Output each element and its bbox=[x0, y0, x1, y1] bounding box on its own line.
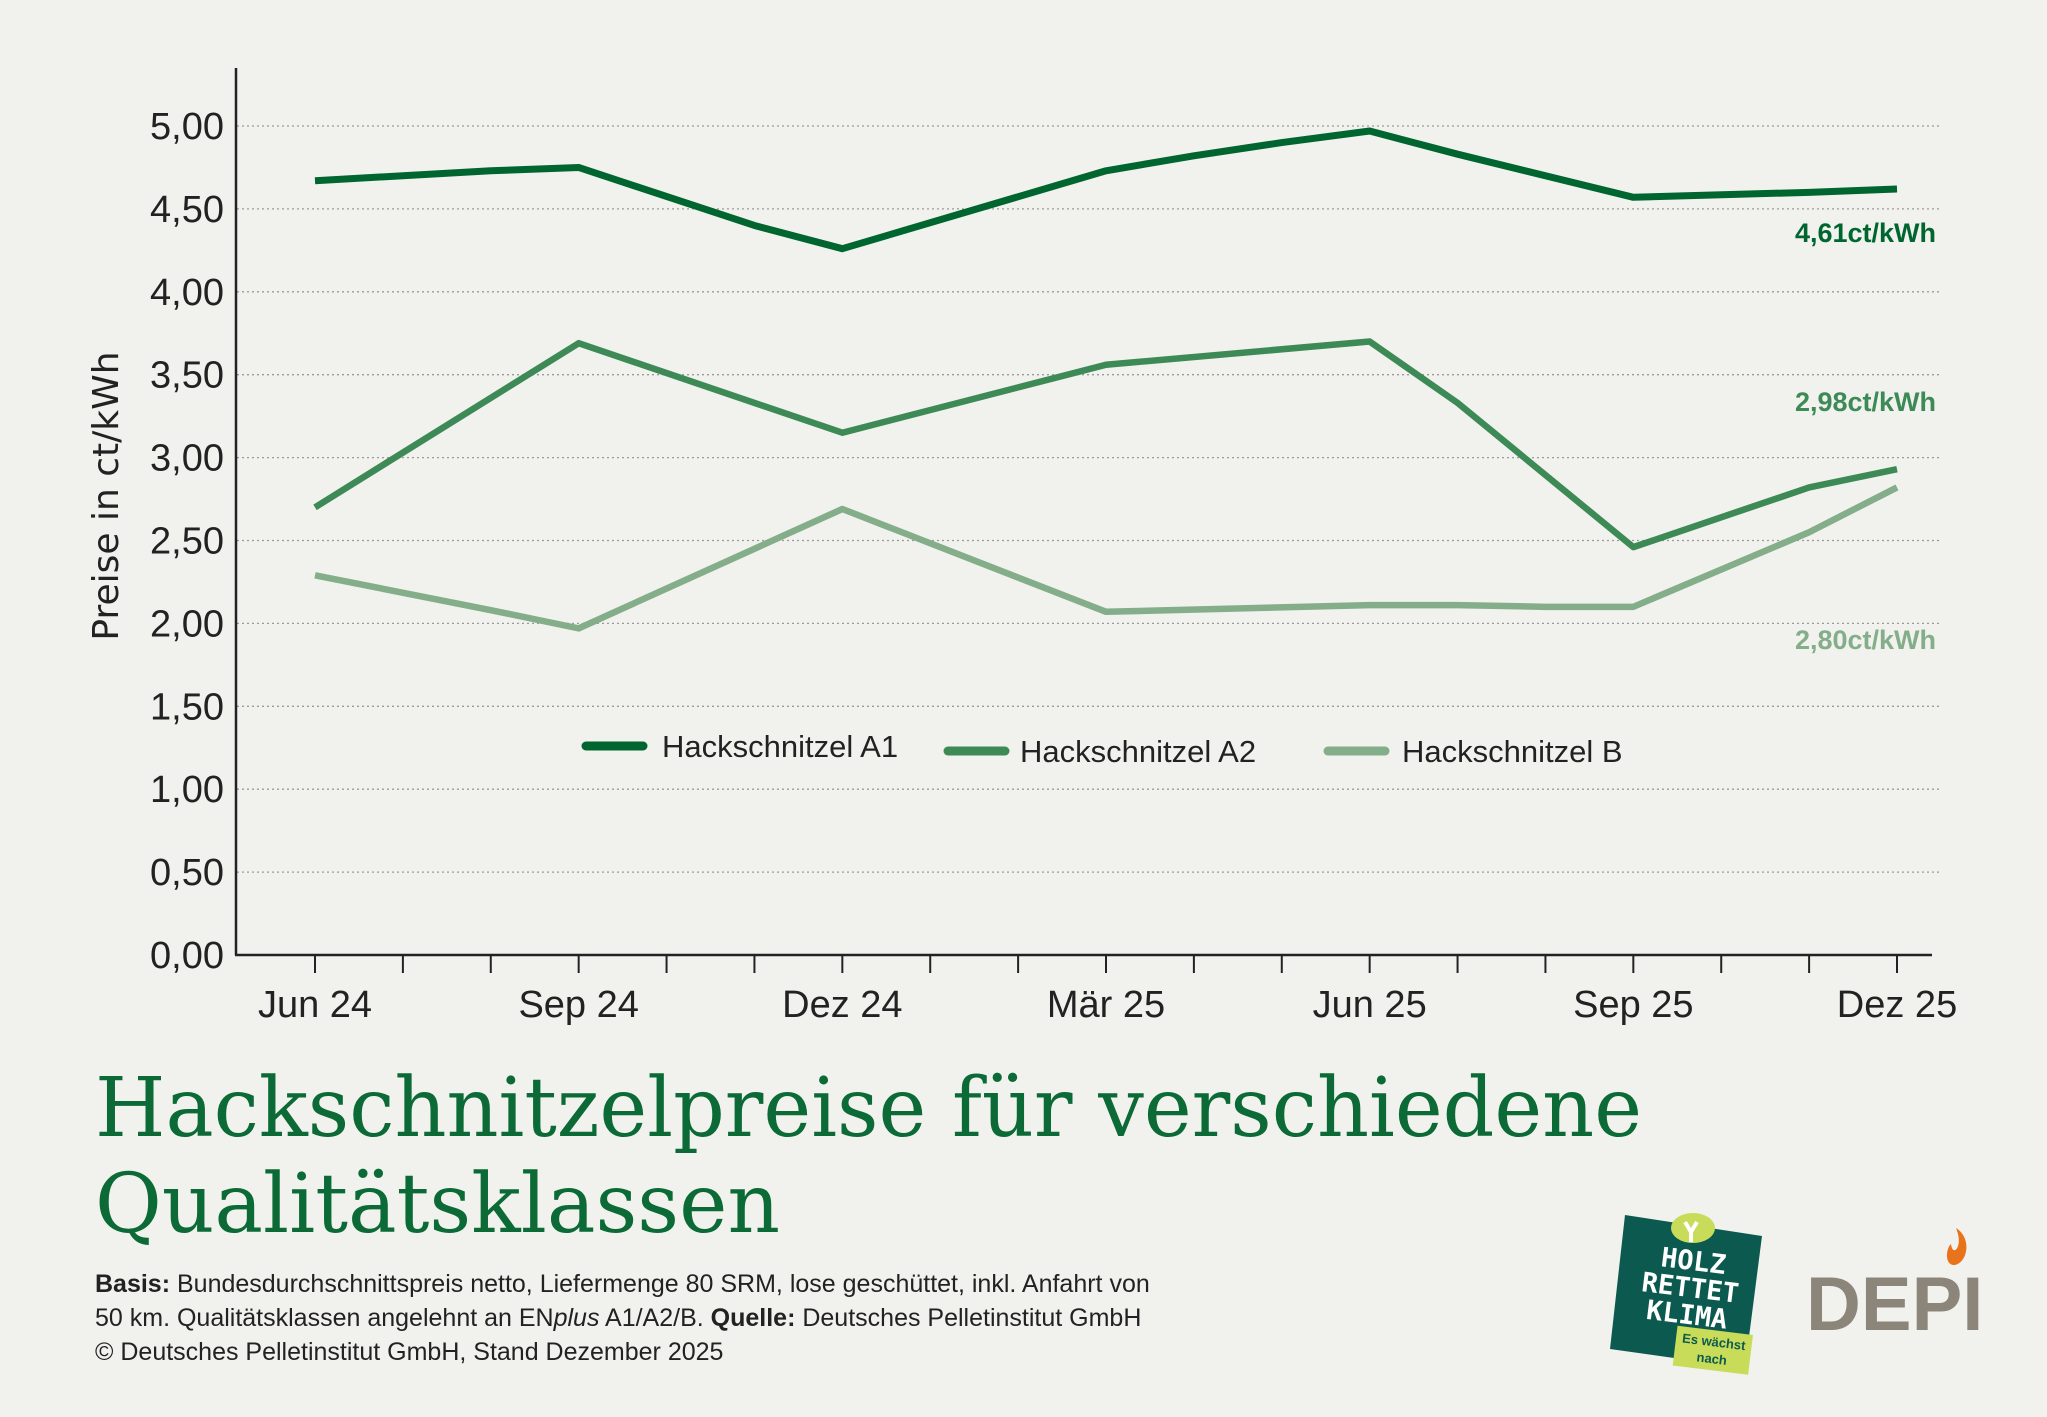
x-tick-label: Dez 25 bbox=[1837, 984, 1957, 1026]
end-label-1: 4,61ct/kWh bbox=[1795, 218, 1936, 248]
holz-rettet-klima-logo: HOLZ RETTET KLIMA Es wächst nach bbox=[1610, 1213, 1762, 1375]
y-tick-label: 4,00 bbox=[150, 272, 224, 314]
series-lines bbox=[313, 127, 1899, 632]
depi-text: DEPI bbox=[1806, 1262, 1983, 1347]
logo-tag-2: nach bbox=[1696, 1349, 1728, 1368]
x-tick-label: Mär 25 bbox=[1047, 984, 1165, 1026]
basis-text: Bundesdurchschnittspreis netto, Lieferme… bbox=[170, 1270, 1150, 1298]
x-ticks bbox=[314, 955, 1898, 973]
x-tick-label: Jun 24 bbox=[258, 984, 372, 1026]
y-tick-label: 5,00 bbox=[150, 106, 224, 148]
copyright: © Deutsches Pelletinstitut GmbH, Stand D… bbox=[95, 1338, 724, 1366]
y-tick-label: 2,50 bbox=[150, 521, 224, 563]
footnote-text: A1/A2/B. bbox=[599, 1304, 711, 1332]
x-tick-label: Dez 24 bbox=[782, 984, 902, 1026]
x-tick-label: Jun 25 bbox=[1313, 984, 1427, 1026]
end-label-2: 2,98ct/kWh bbox=[1795, 387, 1936, 417]
y-tick-labels: 0,00 0,50 1,00 1,50 2,00 2,50 3,00 3,50 4,00 4,50… bbox=[150, 106, 224, 977]
y-axis-title: Preise in ct/kWh bbox=[86, 351, 127, 640]
title-line-1: Hackschnitzelpreise für verschiedene bbox=[95, 1061, 1642, 1156]
y-tick-label: 1,50 bbox=[150, 686, 224, 728]
gridlines bbox=[237, 125, 1940, 873]
y-tick-label: 1,00 bbox=[150, 769, 224, 811]
footnote-line-1: Basis: Bundesdurchschnittspreis netto, L… bbox=[95, 1270, 1150, 1299]
legend-label: Hackschnitzel A2 bbox=[1020, 734, 1256, 769]
title-line-2: Qualitätsklassen bbox=[95, 1157, 780, 1252]
series-line-3 bbox=[314, 484, 1899, 632]
legend-label: Hackschnitzel B bbox=[1402, 734, 1623, 769]
x-tick-label: Sep 24 bbox=[518, 984, 638, 1026]
flame-icon bbox=[1946, 1228, 1967, 1266]
end-labels: 4,61ct/kWh 2,98ct/kWh 2,80ct/kWh bbox=[1795, 218, 1936, 655]
y-tick-label: 4,50 bbox=[150, 189, 224, 231]
quelle-text: Deutsches Pelletinstitut GmbH bbox=[795, 1304, 1142, 1332]
footnote-line-2: 50 km. Qualitätsklassen angelehnt an ENp… bbox=[95, 1304, 1141, 1333]
footnote-text: 50 km. Qualitätsklassen angelehnt an EN bbox=[95, 1304, 554, 1332]
depi-logo: DEPI bbox=[1806, 1228, 1983, 1347]
y-tick-label: 0,50 bbox=[150, 852, 224, 894]
y-tick-label: 2,00 bbox=[150, 603, 224, 645]
series-line-2 bbox=[313, 338, 1898, 551]
legend: Hackschnitzel A1 Hackschnitzel A2 Hackschn… bbox=[581, 729, 1623, 769]
footnote-italic: plus bbox=[553, 1304, 600, 1332]
series-line-1 bbox=[314, 127, 1898, 253]
y-tick-label: 3,00 bbox=[150, 438, 224, 480]
y-tick-label: 3,50 bbox=[150, 355, 224, 397]
x-tick-label: Sep 25 bbox=[1573, 984, 1693, 1026]
basis-label: Basis: bbox=[95, 1270, 171, 1298]
quelle-label: Quelle: bbox=[710, 1304, 796, 1332]
y-tick-label: 0,00 bbox=[150, 935, 224, 977]
legend-label: Hackschnitzel A1 bbox=[662, 729, 898, 764]
x-tick-labels: Jun 24 Sep 24 Dez 24 Mär 25 Jun 25 Sep 25 Dez … bbox=[258, 984, 1957, 1026]
end-label-3: 2,80ct/kWh bbox=[1795, 625, 1936, 655]
